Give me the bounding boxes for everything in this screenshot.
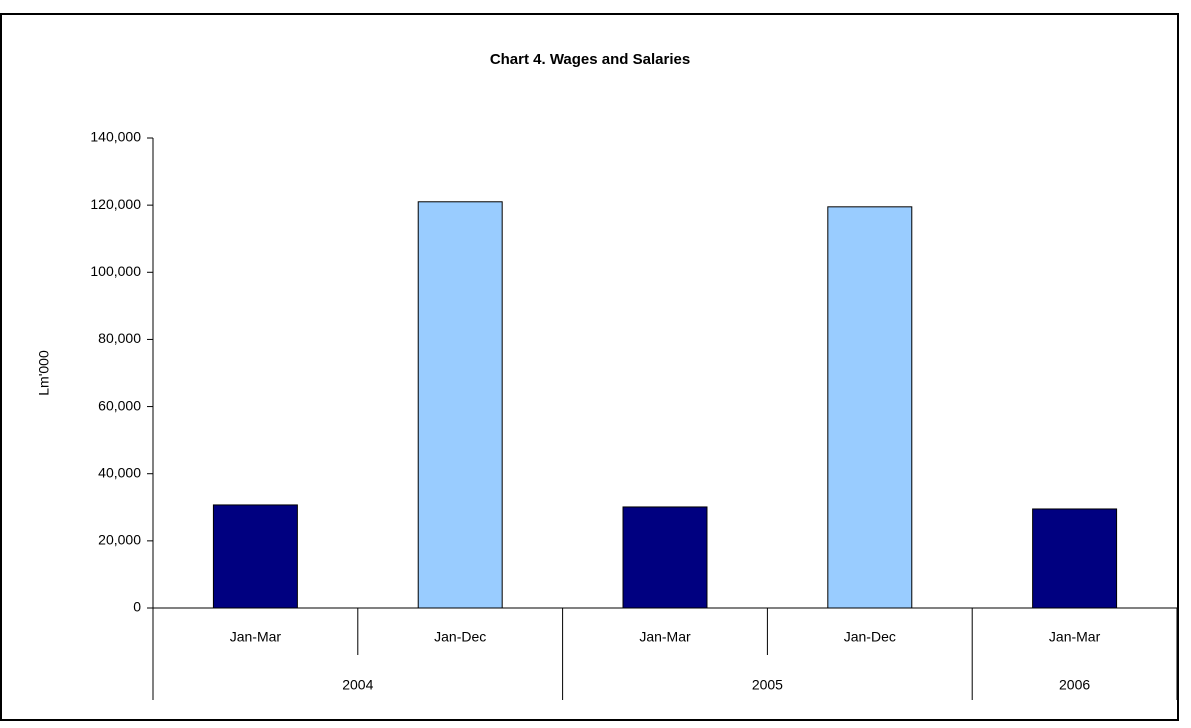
bar xyxy=(827,206,913,609)
y-tick-label: 120,000 xyxy=(90,196,141,212)
chart-title: Chart 4. Wages and Salaries xyxy=(490,51,690,68)
group-label: 2004 xyxy=(342,677,373,693)
group-label: 2005 xyxy=(752,677,783,693)
y-tick-label: 40,000 xyxy=(98,464,141,480)
x-tick-label: Jan-Mar xyxy=(230,629,282,645)
y-tick-label: 60,000 xyxy=(98,397,141,413)
y-tick-label: 20,000 xyxy=(98,532,141,548)
y-tick-label: 0 xyxy=(133,599,141,615)
bar xyxy=(1032,508,1118,609)
x-tick-label: Jan-Dec xyxy=(844,629,896,645)
y-tick-label: 140,000 xyxy=(90,129,141,145)
x-tick-label: Jan-Mar xyxy=(639,629,691,645)
bar xyxy=(622,506,708,609)
bar xyxy=(417,201,503,609)
group-label: 2006 xyxy=(1059,677,1090,693)
y-axis-label: Lm'000 xyxy=(36,350,52,396)
y-tick-label: 100,000 xyxy=(90,263,141,279)
x-tick-label: Jan-Dec xyxy=(434,629,486,645)
y-tick-label: 80,000 xyxy=(98,330,141,346)
chart-border xyxy=(0,13,1179,721)
x-tick-label: Jan-Mar xyxy=(1049,629,1101,645)
bar xyxy=(212,504,298,609)
